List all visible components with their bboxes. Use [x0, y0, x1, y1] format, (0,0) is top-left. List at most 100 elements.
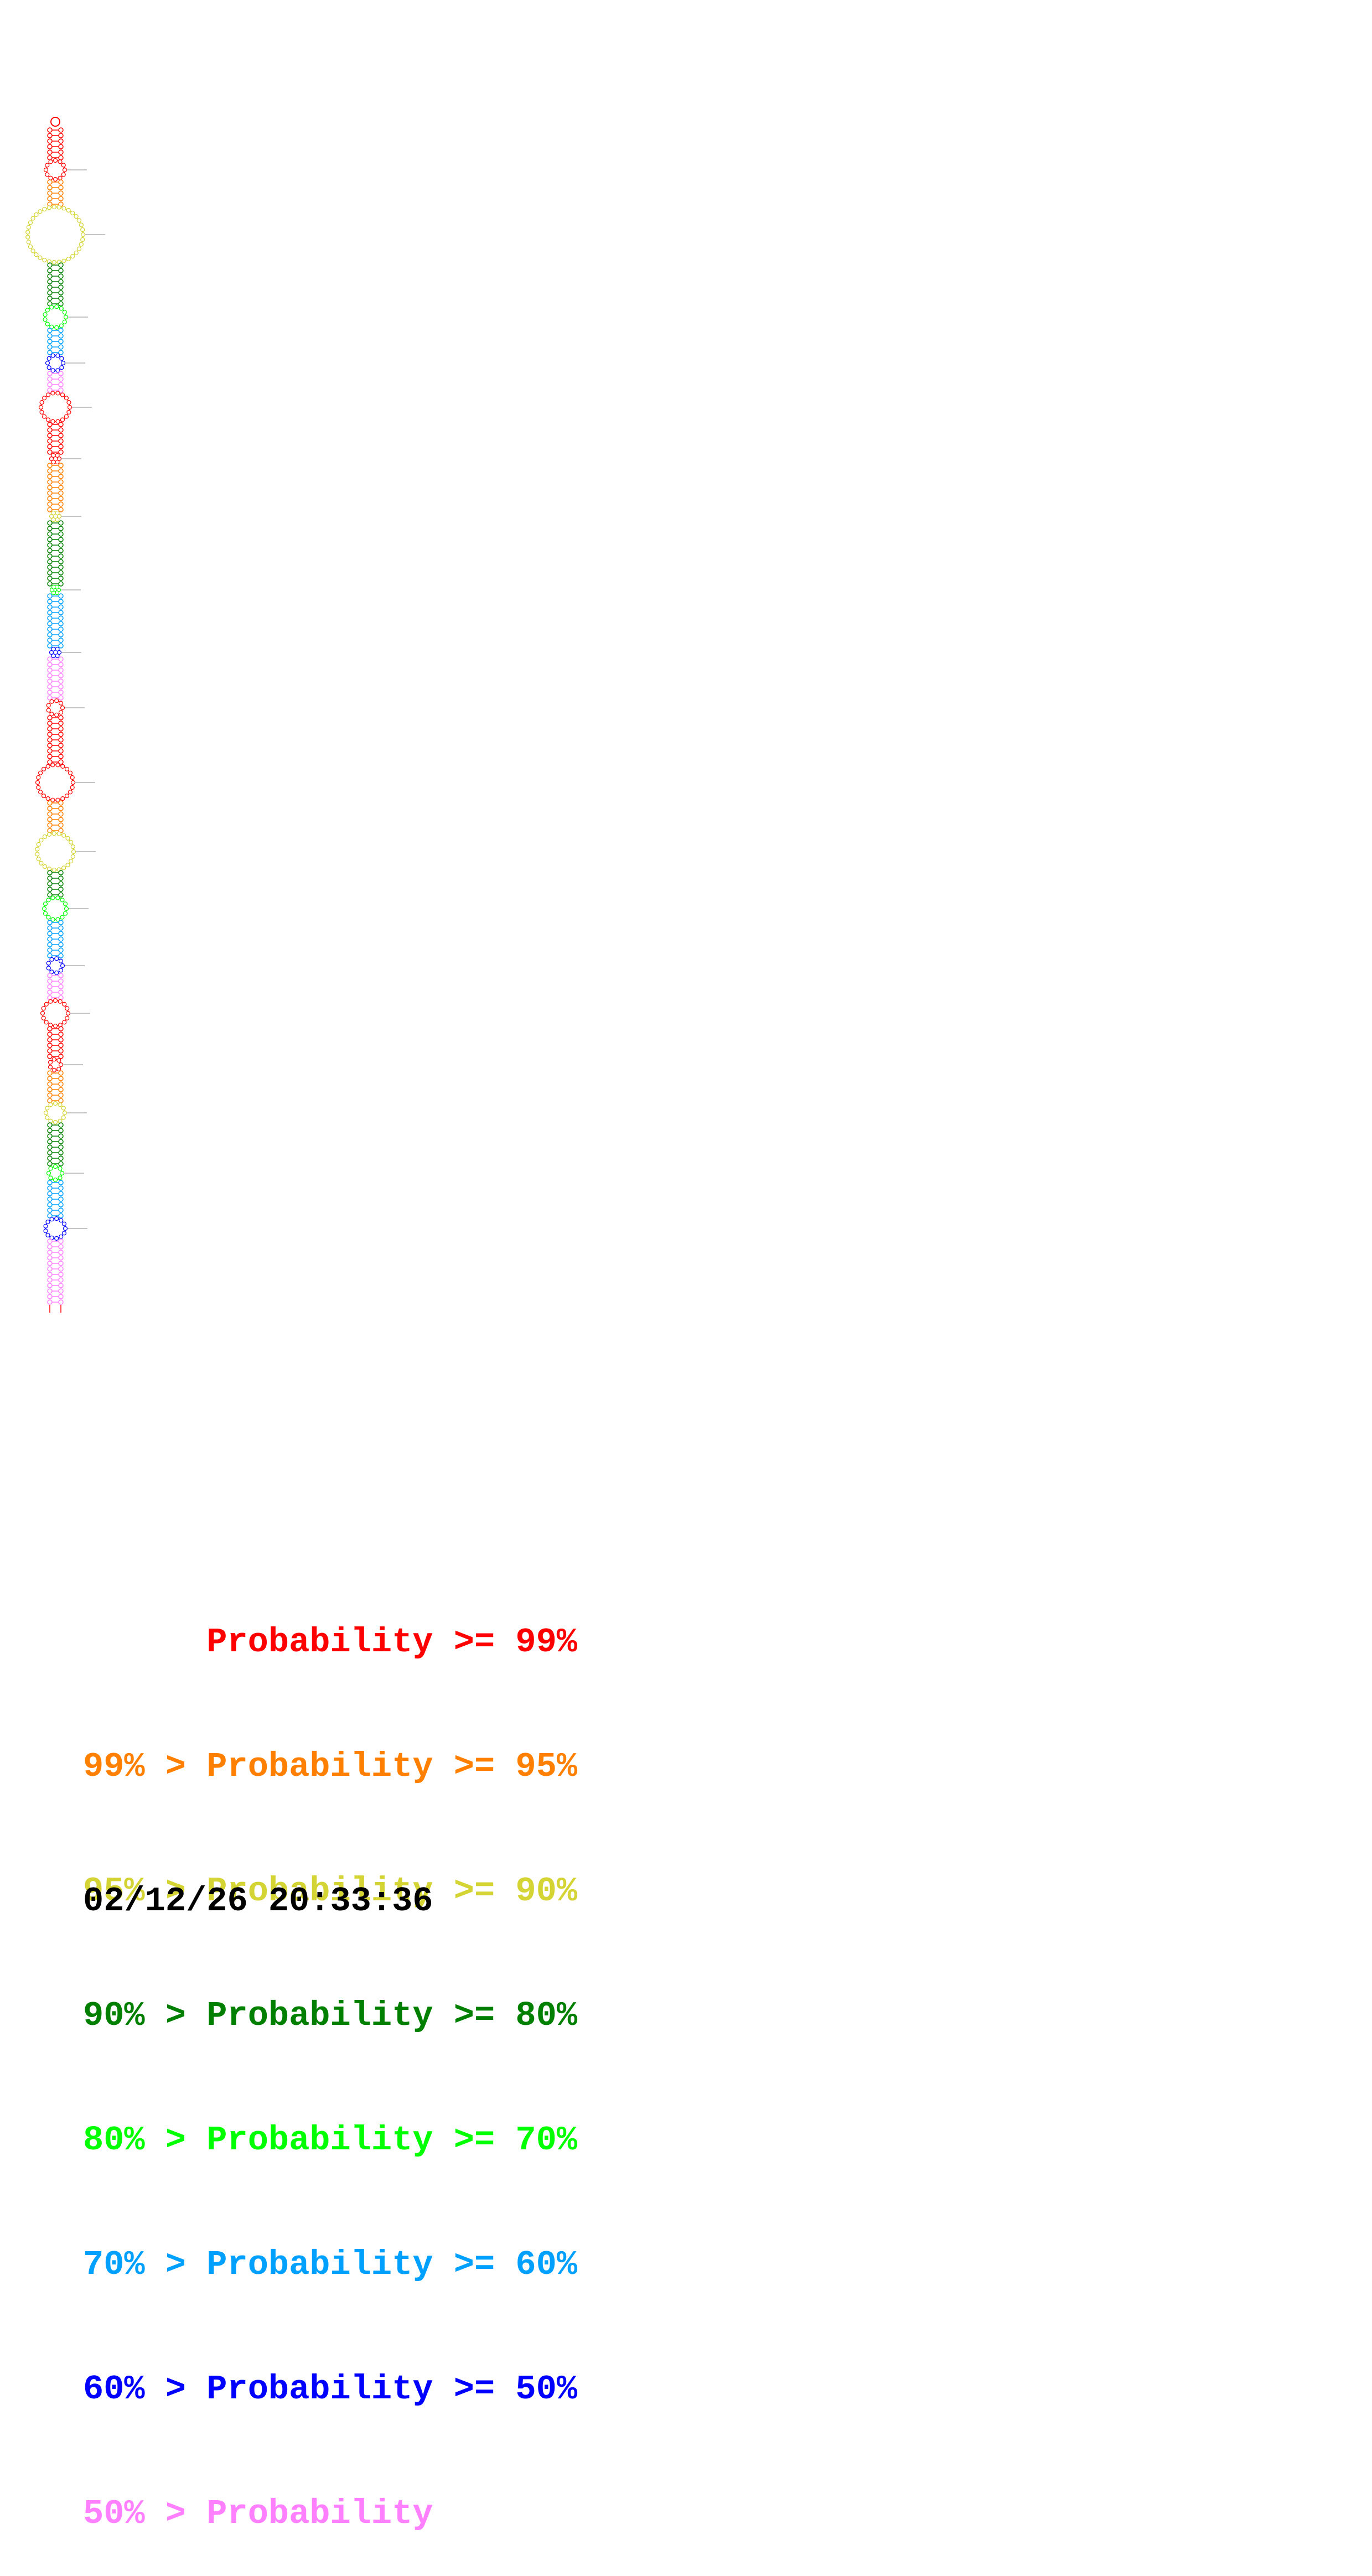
- nucleotide: [74, 214, 79, 219]
- timestamp: 02/12/26 20:33:36: [83, 1882, 433, 1921]
- nucleotide: [47, 870, 53, 875]
- legend-row-p70: 80% > Probability >= 70%: [83, 2119, 577, 2161]
- legend-row-p50: 60% > Probability >= 50%: [83, 2368, 577, 2410]
- nucleotide: [47, 1191, 53, 1196]
- nucleotide: [58, 936, 64, 942]
- nucleotide: [62, 1002, 67, 1007]
- nucleotide: [79, 222, 84, 227]
- nucleotide: [80, 232, 86, 237]
- nucleotide: [58, 422, 64, 427]
- nucleotide: [53, 177, 58, 182]
- nucleotide: [58, 490, 64, 496]
- nucleotide: [70, 785, 75, 790]
- nucleotide: [58, 548, 64, 553]
- legend-op: >=: [453, 1747, 495, 1786]
- nucleotide: [47, 1161, 53, 1167]
- nucleotide: [47, 942, 53, 947]
- nucleotide: [64, 766, 70, 771]
- legend-op: >: [165, 2121, 187, 2160]
- nucleotide: [45, 1232, 50, 1238]
- nucleotide: [64, 906, 69, 911]
- nucleotide: [55, 797, 60, 802]
- nucleotide: [55, 353, 60, 358]
- nucleotide: [47, 817, 53, 822]
- nucleotide: [66, 208, 71, 213]
- nucleotide: [58, 376, 64, 382]
- nucleotide: [61, 865, 66, 870]
- nucleotide: [58, 920, 64, 925]
- nucleotide: [47, 553, 53, 559]
- internal-loop: [45, 160, 65, 180]
- nucleotide: [47, 1155, 53, 1161]
- nucleotide: [58, 984, 64, 989]
- nucleotide: [64, 414, 69, 419]
- nucleotide: [47, 1032, 53, 1037]
- nucleotide: [51, 260, 56, 265]
- nucleotide: [47, 936, 53, 942]
- nucleotide: [69, 859, 74, 864]
- nucleotide: [58, 1185, 64, 1191]
- nucleotide: [47, 1076, 53, 1081]
- nucleotide: [58, 817, 64, 822]
- nucleotide: [47, 737, 53, 743]
- nucleotide: [58, 1250, 64, 1255]
- nucleotide: [47, 678, 53, 684]
- nucleotide: [80, 227, 85, 232]
- nucleotide: [51, 646, 56, 652]
- nucleotide: [47, 1288, 53, 1294]
- probability-legend: Probability >= 99% 99% > Probability >= …: [83, 1538, 577, 2576]
- nucleotide: [50, 419, 55, 424]
- nucleotide: [46, 703, 51, 708]
- nucleotide: [47, 559, 53, 564]
- nucleotide: [59, 365, 64, 370]
- nucleotide: [47, 615, 53, 621]
- nucleotide: [58, 496, 64, 501]
- nucleotide: [44, 1002, 49, 1007]
- nucleotide: [58, 290, 64, 296]
- nucleotide: [46, 915, 51, 920]
- nucleotide: [53, 1119, 58, 1125]
- nucleotide: [58, 196, 64, 201]
- nucleotide: [58, 531, 64, 537]
- nucleotide: [58, 279, 64, 284]
- nucleotide: [58, 339, 64, 344]
- nucleotide: [58, 262, 64, 268]
- nucleotide: [47, 1250, 53, 1255]
- nucleotide: [45, 308, 50, 313]
- nucleotide: [58, 301, 64, 307]
- nucleotide: [47, 531, 53, 537]
- nucleotide: [58, 1294, 64, 1299]
- nucleotide: [50, 391, 55, 396]
- nucleotide: [58, 1037, 64, 1043]
- nucleotide: [58, 870, 64, 875]
- nucleotide: [58, 1133, 64, 1139]
- nucleotide: [46, 205, 51, 210]
- nucleotide: [58, 175, 63, 180]
- nucleotide: [47, 149, 53, 155]
- nucleotide: [58, 632, 64, 637]
- nucleotide: [58, 732, 64, 737]
- nucleotide: [35, 847, 40, 852]
- nucleotide: [47, 133, 53, 138]
- nucleotide: [58, 333, 64, 339]
- nucleotide: [58, 947, 64, 953]
- nucleotide: [58, 754, 64, 759]
- nucleotide: [45, 1115, 50, 1120]
- legend-upper: 80%: [515, 1996, 578, 2035]
- nucleotide: [58, 444, 64, 449]
- nucleotide: [61, 258, 66, 263]
- legend-upper: 99%: [515, 1623, 578, 1662]
- nucleotide: [60, 392, 65, 397]
- nucleotide: [58, 268, 64, 273]
- nucleotide: [47, 479, 53, 485]
- nucleotide: [44, 1020, 49, 1025]
- nucleotide: [58, 999, 63, 1004]
- nucleotide: [47, 1283, 53, 1288]
- nucleotide: [58, 570, 64, 576]
- nucleotide: [47, 185, 53, 190]
- nucleotide: [58, 485, 64, 490]
- legend-op: >=: [453, 2245, 495, 2284]
- nucleotide: [47, 721, 53, 726]
- nucleotide: [58, 127, 64, 133]
- nucleotide: [47, 296, 53, 301]
